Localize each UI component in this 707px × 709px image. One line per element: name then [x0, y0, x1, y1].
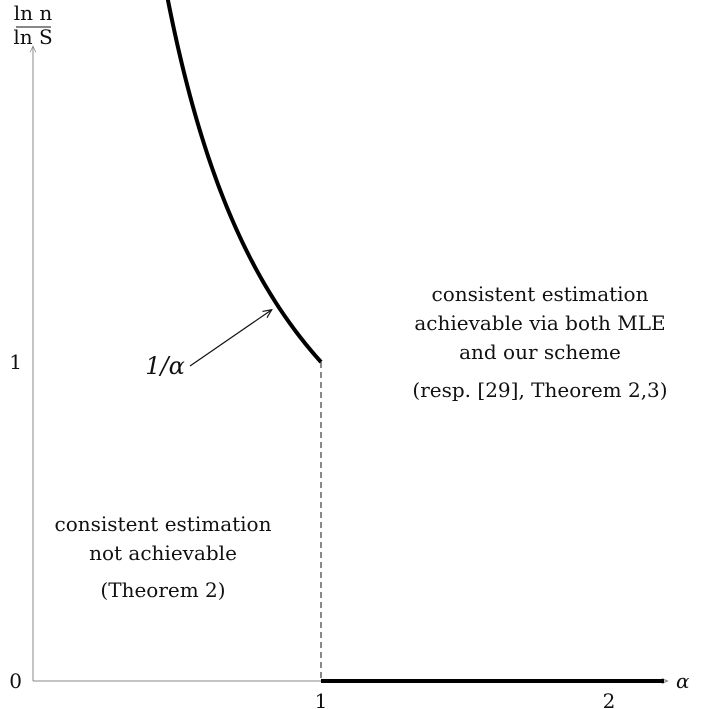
left-region-text: consistent estimation — [55, 512, 272, 536]
right-region-text: achievable via both MLE — [414, 311, 665, 335]
series-line-inverse-alpha — [165, 0, 323, 364]
x-tick-label: 1 — [315, 689, 328, 709]
y-tick-label: 1 — [9, 350, 22, 374]
left-region-reference: (Theorem 2) — [100, 578, 225, 602]
y-axis-label-numerator: ln n — [14, 1, 53, 25]
x-tick-label: 2 — [603, 689, 616, 709]
right-region-text: consistent estimation — [432, 282, 649, 306]
curve-label-arrow — [189, 310, 272, 367]
left-region-text: not achievable — [89, 541, 237, 565]
right-region-reference: (resp. [29], Theorem 2,3) — [412, 378, 667, 402]
y-tick-label: 0 — [9, 669, 22, 693]
x-axis-label: α — [676, 669, 690, 693]
y-axis-label-denominator: ln S — [13, 25, 52, 49]
curve-label: 1/α — [145, 352, 185, 380]
right-region-text: and our scheme — [459, 340, 621, 364]
